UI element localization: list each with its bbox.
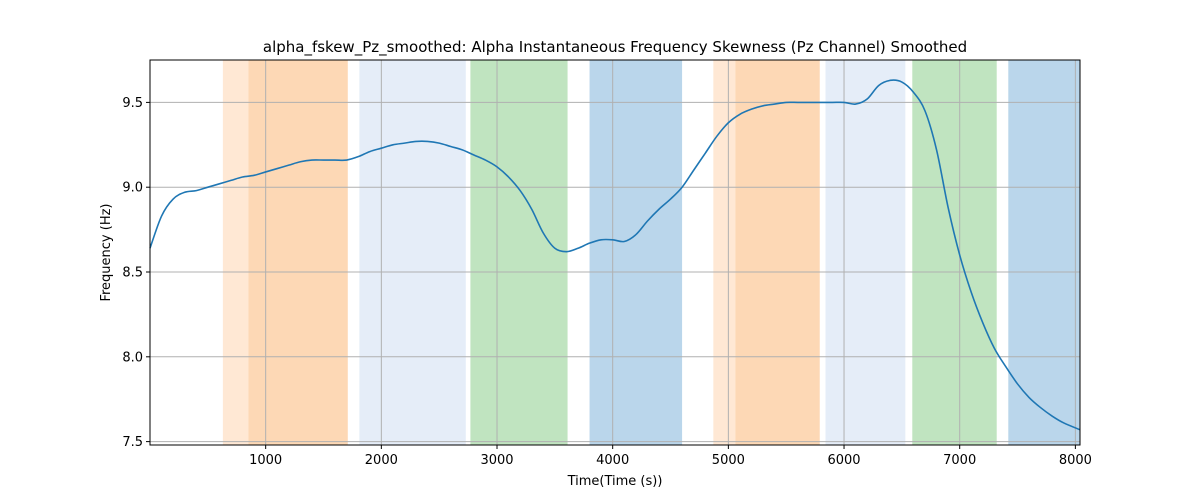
band-7 [825,60,906,445]
chart-title: alpha_fskew_Pz_smoothed: Alpha Instantan… [263,38,967,57]
y-tick-label-2: 8.5 [122,266,143,281]
band-6 [735,60,820,445]
x-tick-label-2: 3000 [480,453,513,468]
band-2 [359,60,466,445]
x-tick-label-5: 6000 [827,453,860,468]
series-lines [149,79,1081,431]
y-axis-label: Frequency (Hz) [99,203,114,301]
band-9 [1008,60,1080,445]
x-axis-ticks: 1000 2000 3000 4000 5000 6000 7000 8000 [249,445,1092,468]
grid-lines [150,60,1080,445]
y-tick-label-0: 7.5 [122,435,143,450]
x-axis-label: Time(Time (s)) [567,474,663,489]
y-axis-ticks: 7.5 8.0 8.5 9.0 9.5 [122,96,150,450]
band-3 [470,60,568,445]
y-tick-label-1: 8.0 [122,350,143,365]
series-line-0 [149,79,1081,431]
y-tick-label-4: 9.5 [122,96,143,111]
band-1 [248,60,348,445]
x-tick-label-4: 5000 [712,453,745,468]
band-5 [713,60,736,445]
x-tick-label-6: 7000 [943,453,976,468]
shaded-bands [222,60,1080,445]
band-4 [589,60,683,445]
x-tick-label-7: 8000 [1059,453,1092,468]
y-tick-label-3: 9.0 [122,181,143,196]
band-0 [222,60,249,445]
x-tick-label-0: 1000 [249,453,282,468]
plot-frame [149,59,1081,446]
x-tick-label-3: 4000 [596,453,629,468]
x-tick-label-1: 2000 [365,453,398,468]
band-8 [912,60,997,445]
